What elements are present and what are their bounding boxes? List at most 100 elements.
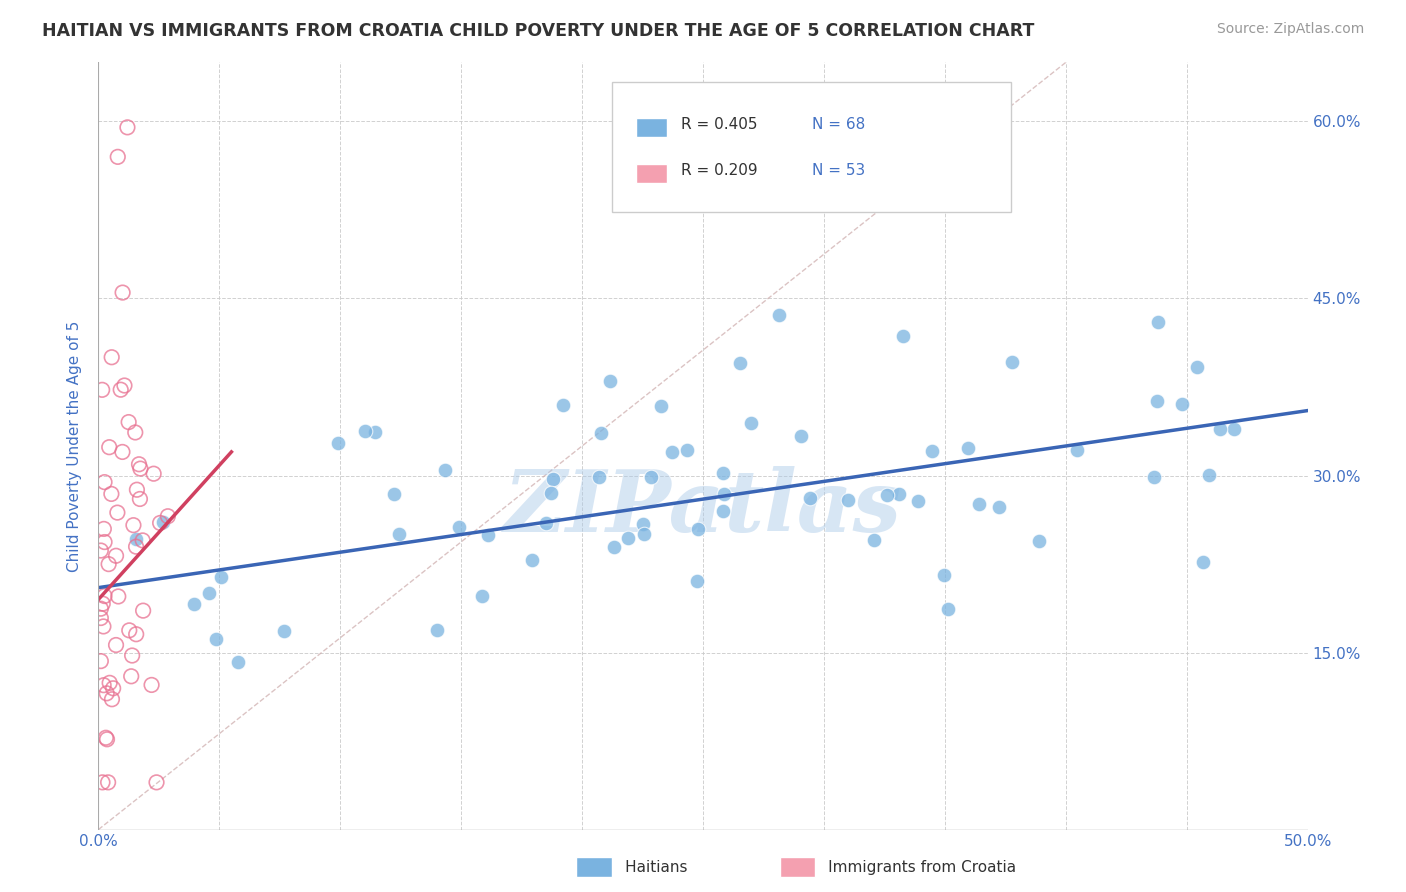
Point: [520, 553, 543, 567]
Point: [97, 775, 120, 789]
Point: [107, 150, 129, 164]
Point: [588, 470, 610, 484]
Point: [90, 654, 112, 668]
Point: [891, 328, 914, 343]
Point: [132, 604, 155, 618]
Point: [100, 487, 122, 501]
Point: [93, 475, 115, 490]
Point: [633, 527, 655, 541]
FancyBboxPatch shape: [637, 164, 666, 183]
Point: [543, 472, 565, 486]
Point: [650, 399, 672, 413]
Point: [907, 493, 929, 508]
Point: [100, 350, 122, 364]
Point: [145, 775, 167, 789]
Point: [616, 532, 638, 546]
Point: [96, 732, 118, 747]
Point: [1198, 467, 1220, 482]
Text: Haitians: Haitians: [591, 860, 688, 874]
Point: [551, 398, 574, 412]
Point: [93, 589, 115, 603]
Point: [121, 648, 143, 663]
Point: [1223, 422, 1246, 436]
Point: [111, 285, 134, 300]
Point: [957, 442, 980, 456]
Point: [91, 775, 114, 789]
Point: [228, 655, 250, 669]
FancyBboxPatch shape: [637, 118, 666, 137]
Point: [90, 611, 112, 625]
Point: [768, 308, 790, 322]
Point: [129, 491, 152, 506]
Point: [363, 425, 385, 439]
Point: [1146, 315, 1168, 329]
Point: [114, 378, 136, 392]
Point: [128, 457, 150, 471]
Point: [599, 374, 621, 388]
Point: [1028, 533, 1050, 548]
Point: [661, 445, 683, 459]
Point: [326, 436, 349, 450]
Y-axis label: Child Poverty Under the Age of 5: Child Poverty Under the Age of 5: [67, 320, 83, 572]
Point: [1187, 359, 1209, 374]
Point: [740, 417, 762, 431]
Point: [93, 678, 115, 692]
Point: [675, 443, 697, 458]
Point: [382, 487, 405, 501]
Point: [876, 488, 898, 502]
Point: [273, 624, 295, 639]
Point: [183, 597, 205, 611]
Point: [728, 356, 751, 370]
Point: [631, 517, 654, 532]
Point: [98, 440, 121, 454]
Point: [354, 424, 377, 438]
Point: [1171, 396, 1194, 410]
Point: [932, 567, 955, 582]
Point: [91, 597, 114, 611]
Point: [125, 540, 148, 554]
Point: [141, 678, 163, 692]
Point: [129, 461, 152, 475]
Point: [101, 692, 124, 706]
Point: [120, 669, 142, 683]
Point: [540, 485, 562, 500]
Point: [967, 497, 990, 511]
Point: [887, 486, 910, 500]
Point: [122, 518, 145, 533]
Text: HAITIAN VS IMMIGRANTS FROM CROATIA CHILD POVERTY UNDER THE AGE OF 5 CORRELATION : HAITIAN VS IMMIGRANTS FROM CROATIA CHILD…: [42, 22, 1035, 40]
Point: [105, 549, 128, 563]
Point: [447, 519, 470, 533]
Point: [156, 509, 179, 524]
Point: [534, 516, 557, 530]
Point: [90, 601, 112, 615]
Point: [91, 383, 114, 397]
Text: Immigrants from Croatia: Immigrants from Croatia: [794, 860, 1017, 874]
Text: R = 0.405: R = 0.405: [682, 117, 758, 132]
Point: [98, 676, 121, 690]
Point: [711, 467, 734, 481]
Point: [1066, 443, 1088, 458]
Point: [209, 570, 232, 584]
Point: [425, 623, 447, 637]
Point: [640, 469, 662, 483]
Point: [107, 590, 129, 604]
Point: [101, 681, 124, 696]
Point: [105, 506, 128, 520]
Point: [1143, 469, 1166, 483]
Point: [93, 535, 115, 549]
Point: [110, 383, 132, 397]
Point: [688, 522, 710, 536]
Point: [204, 632, 226, 646]
Point: [125, 532, 148, 546]
Text: ZIPatlas: ZIPatlas: [503, 466, 903, 549]
Point: [118, 415, 141, 429]
Point: [118, 624, 141, 638]
Point: [434, 463, 457, 477]
Point: [477, 528, 499, 542]
Point: [94, 731, 117, 745]
Point: [1146, 393, 1168, 408]
Point: [1209, 422, 1232, 436]
Point: [90, 543, 112, 558]
Point: [105, 638, 128, 652]
Point: [96, 686, 118, 700]
